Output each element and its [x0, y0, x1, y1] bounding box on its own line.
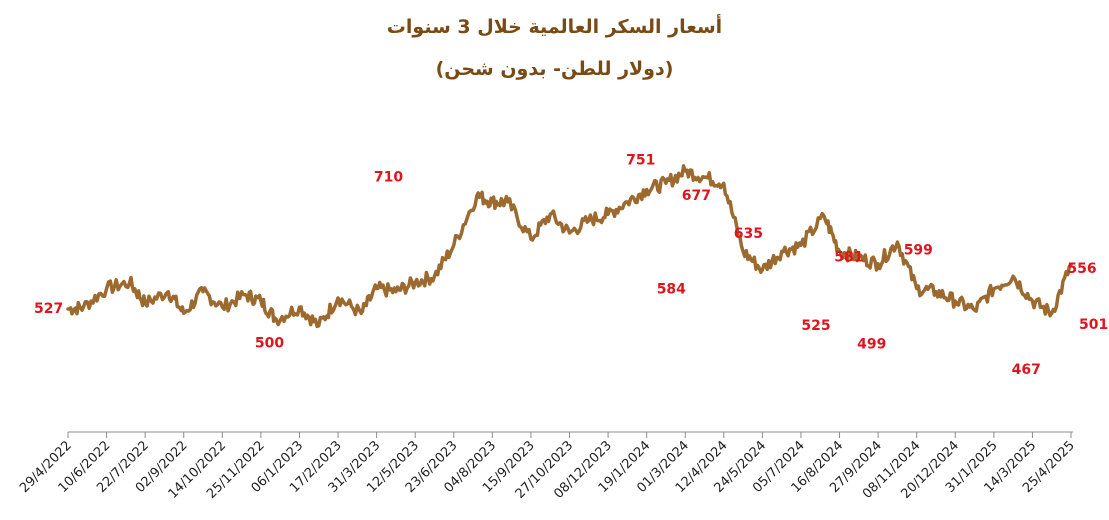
data-label: 499: [857, 336, 886, 352]
x-tick-group: 29/4/202210/6/202222/7/202202/9/202214/1…: [17, 432, 1078, 502]
data-label: 500: [255, 336, 284, 352]
data-label: 710: [374, 170, 403, 186]
data-label: 501: [1079, 317, 1108, 333]
data-label: 751: [626, 152, 655, 168]
data-label: 584: [657, 282, 686, 298]
data-label: 527: [34, 301, 63, 317]
data-label: 635: [734, 226, 763, 242]
data-label: 467: [1012, 362, 1041, 378]
annotation-group: 527 500 710 751 584 677 635 525 581 499 599 467 556 5…: [34, 152, 1108, 378]
chart-subtitle: (دولار للطن- بدون شحن): [435, 58, 674, 80]
data-label: 677: [682, 188, 711, 204]
sugar-price-line: [66, 164, 1073, 329]
chart-title: أسعار السكر العالمية خلال 3 سنوات: [386, 16, 723, 38]
data-label: 525: [801, 318, 830, 334]
data-label: 581: [834, 250, 863, 266]
data-label: 556: [1067, 261, 1096, 277]
data-label: 599: [904, 242, 933, 258]
